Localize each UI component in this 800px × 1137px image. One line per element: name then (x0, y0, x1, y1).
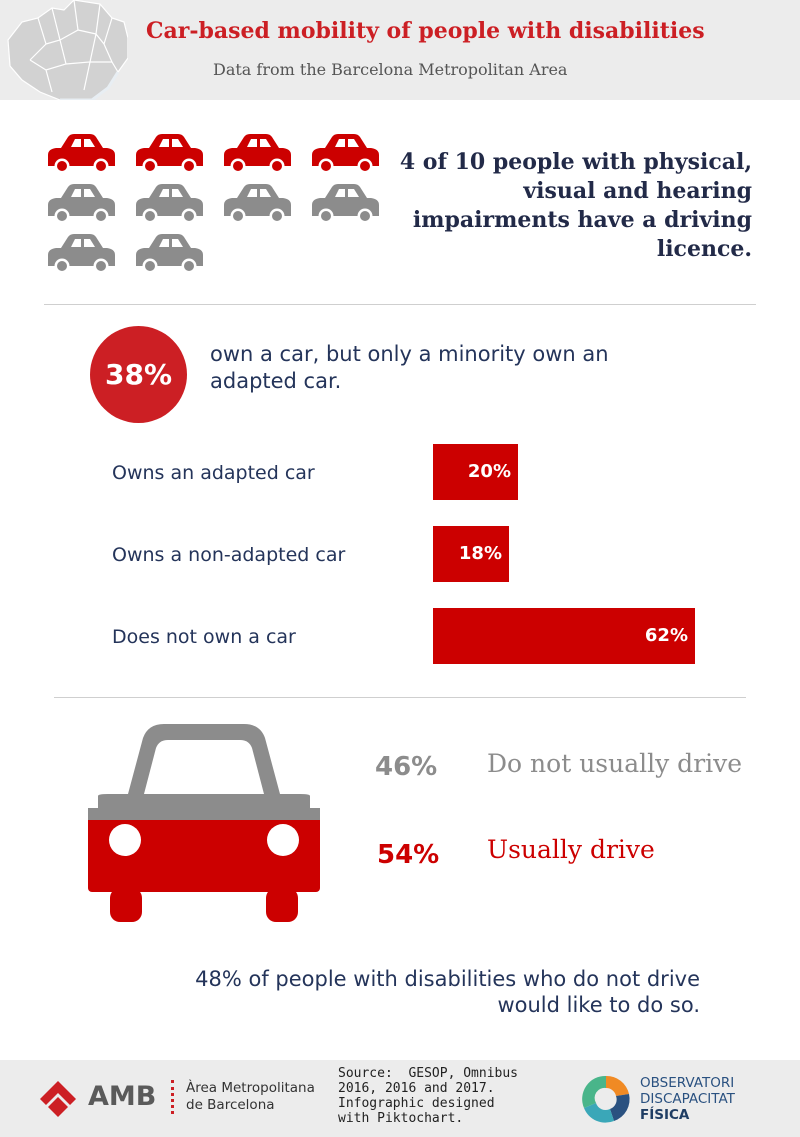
licence-line: licence. (656, 236, 752, 262)
amb-name-line: Àrea Metropolitana (186, 1080, 315, 1096)
source-line: Source: GESOP, Omnibus (338, 1066, 519, 1081)
car-icon (44, 182, 118, 222)
usually-drive-label: Usually drive (487, 835, 655, 864)
car-icon (308, 182, 382, 222)
car-icon (220, 182, 294, 222)
source-line: with Piktochart. (338, 1111, 464, 1126)
page-subtitle: Data from the Barcelona Metropolitan Are… (213, 60, 568, 79)
ownership-statement: own a car, but only a minority own an ad… (210, 341, 690, 395)
divider-1 (44, 304, 756, 305)
not-drive-percent: 46% (375, 752, 438, 782)
wish-line: 48% of people with disabilities who do n… (195, 967, 700, 991)
footer: AMB Àrea Metropolitana de Barcelona Sour… (0, 1060, 800, 1137)
car-icon (44, 132, 118, 172)
usually-drive-percent: 54% (377, 840, 440, 870)
wish-line: would like to do so. (497, 993, 700, 1017)
source-line: 2016, 2016 and 2017. (338, 1081, 495, 1096)
divider-2 (54, 697, 746, 698)
page-title: Car-based mobility of people with disabi… (146, 18, 705, 44)
car-icon (132, 232, 206, 272)
licence-line: visual and hearing (523, 178, 752, 204)
amb-full-name: Àrea Metropolitana de Barcelona (186, 1080, 315, 1114)
amb-separator (171, 1080, 174, 1114)
header: Car-based mobility of people with disabi… (0, 0, 800, 100)
bar-category-label: Does not own a car (112, 626, 296, 648)
bar: 20% (433, 444, 518, 500)
bar: 62% (433, 608, 695, 664)
observatori-line: DISCAPACITAT (640, 1091, 735, 1107)
car-icon (308, 132, 382, 172)
bar-value-label: 20% (467, 461, 511, 482)
car-icon (132, 182, 206, 222)
ownership-line: own a car, but only a minority own an (210, 342, 609, 366)
ownership-line: adapted car. (210, 369, 342, 393)
licence-line: 4 of 10 people with physical, (399, 149, 752, 175)
car-icon (132, 132, 206, 172)
bar-value-label: 62% (644, 625, 688, 646)
observatori-name: OBSERVATORI DISCAPACITAT FÍSICA (640, 1075, 735, 1123)
car-icon (44, 232, 118, 272)
bar-category-label: Owns a non-adapted car (112, 544, 346, 566)
source-note: Source: GESOP, Omnibus 2016, 2016 and 20… (338, 1066, 538, 1126)
licence-line: impairments have a driving (412, 207, 752, 233)
ownership-percent-circle: 38% (90, 326, 187, 423)
not-drive-label: Do not usually drive (487, 749, 743, 778)
amb-logo-icon (40, 1081, 76, 1117)
car-icon (88, 724, 320, 922)
licence-statement: 4 of 10 people with physical, visual and … (394, 148, 752, 264)
wish-to-drive-statement: 48% of people with disabilities who do n… (100, 966, 700, 1018)
amb-name-line: de Barcelona (186, 1097, 275, 1113)
map-icon (7, 0, 128, 100)
bar-value-label: 18% (458, 543, 502, 564)
car-icon-grid (44, 132, 384, 277)
observatori-logo-icon (582, 1075, 630, 1123)
source-line: Infographic designed (338, 1096, 495, 1111)
bar-category-label: Owns an adapted car (112, 462, 315, 484)
observatori-line: OBSERVATORI (640, 1075, 735, 1091)
amb-abbreviation: AMB (88, 1081, 157, 1112)
car-icon (220, 132, 294, 172)
observatori-line: FÍSICA (640, 1107, 690, 1123)
bar: 18% (433, 526, 509, 582)
